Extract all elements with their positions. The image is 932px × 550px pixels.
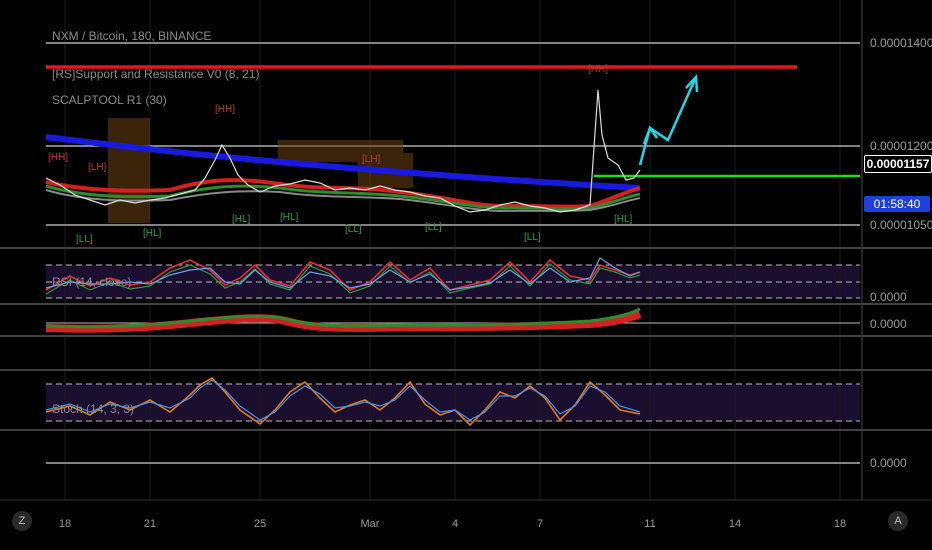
time-axis: 18 21 25 Mar 4 7 11 14 18 bbox=[59, 518, 846, 530]
time-tick: 18 bbox=[59, 518, 71, 530]
pivot-label-top: [LH] bbox=[88, 162, 107, 173]
pivot-label-top: [LH] bbox=[362, 154, 381, 165]
price-gridlines bbox=[46, 42, 860, 226]
time-tick: 21 bbox=[144, 518, 156, 530]
stoch-line-blue bbox=[45, 379, 641, 421]
rsi-label: RSI (14, close) bbox=[52, 275, 131, 289]
time-tick: 18 bbox=[834, 518, 846, 530]
rsi-axis-label: 0.0000 bbox=[870, 290, 907, 304]
countdown-tag: 01:58:40 bbox=[864, 196, 930, 212]
ma-ribbon-red bbox=[45, 178, 641, 209]
macd-pane bbox=[45, 307, 860, 333]
time-tick: 14 bbox=[729, 518, 741, 530]
time-tick: 7 bbox=[537, 518, 543, 530]
pane-separators bbox=[0, 247, 932, 431]
price-label-low: 0.00001050 bbox=[870, 218, 932, 232]
pivot-label-bottom: [HL] bbox=[232, 214, 251, 225]
time-tick: Mar bbox=[361, 518, 380, 530]
time-tick: 25 bbox=[254, 518, 266, 530]
auto-scale-button[interactable]: A bbox=[888, 511, 908, 531]
time-tick: 11 bbox=[644, 518, 655, 530]
rsi-pane bbox=[45, 257, 860, 299]
ema-long-line bbox=[45, 134, 641, 191]
pivot-label-bottom: [HL] bbox=[614, 214, 633, 225]
pivot-label-bottom: [LL] bbox=[425, 222, 442, 233]
time-tick: 4 bbox=[452, 518, 458, 530]
ma-ribbon-green bbox=[45, 184, 641, 211]
indicator-scalptool: SCALPTOOL R1 (30) bbox=[52, 93, 167, 107]
pivot-label-bottom: [HL] bbox=[143, 228, 162, 239]
pivot-label-top: [HH] bbox=[215, 104, 235, 115]
pivot-label-bottom: [LL] bbox=[524, 232, 541, 243]
last-price-tag: 0.00001157 bbox=[864, 155, 932, 173]
chart-title: NXM / Bitcoin, 180, BINANCE bbox=[52, 29, 211, 43]
projection-arrow bbox=[638, 73, 699, 166]
stoch-label: Stoch (14, 3, 3) bbox=[52, 402, 134, 416]
stoch-pane bbox=[45, 376, 860, 427]
stoch-line-orange bbox=[45, 376, 641, 427]
pivot-label-bottom: [LL] bbox=[76, 234, 93, 245]
bottom-axis-label: 0.0000 bbox=[870, 456, 907, 470]
rsi-line-red bbox=[45, 258, 641, 291]
pivot-label-top: [HH] bbox=[48, 152, 68, 163]
pivot-label-bottom: [LL] bbox=[345, 224, 362, 235]
stoch-pane-fill bbox=[46, 384, 860, 421]
indicator-sr: [RS]Support and Resistance V0 (8, 21) bbox=[52, 67, 259, 81]
rsi-line-blue bbox=[45, 257, 641, 291]
price-label-high: 0.00001400 bbox=[870, 36, 932, 50]
vertical-grid bbox=[64, 0, 841, 500]
price-label-mid: 0.00001200 bbox=[870, 139, 932, 153]
pivot-label-top: [HH] bbox=[588, 64, 608, 75]
macd-axis-label: 0.0000 bbox=[870, 317, 907, 331]
zones bbox=[108, 118, 413, 223]
pivot-labels: [HH] [HH] [LH] [LH] [HH] [LL] [HL] [HL] … bbox=[48, 64, 633, 245]
macd-band-green bbox=[45, 307, 641, 329]
macd-band bbox=[45, 310, 642, 333]
price-line bbox=[45, 89, 641, 213]
zoom-button[interactable]: Z bbox=[12, 511, 32, 531]
ma-ribbon-gray bbox=[45, 189, 641, 213]
pivot-label-bottom: [HL] bbox=[280, 212, 299, 223]
